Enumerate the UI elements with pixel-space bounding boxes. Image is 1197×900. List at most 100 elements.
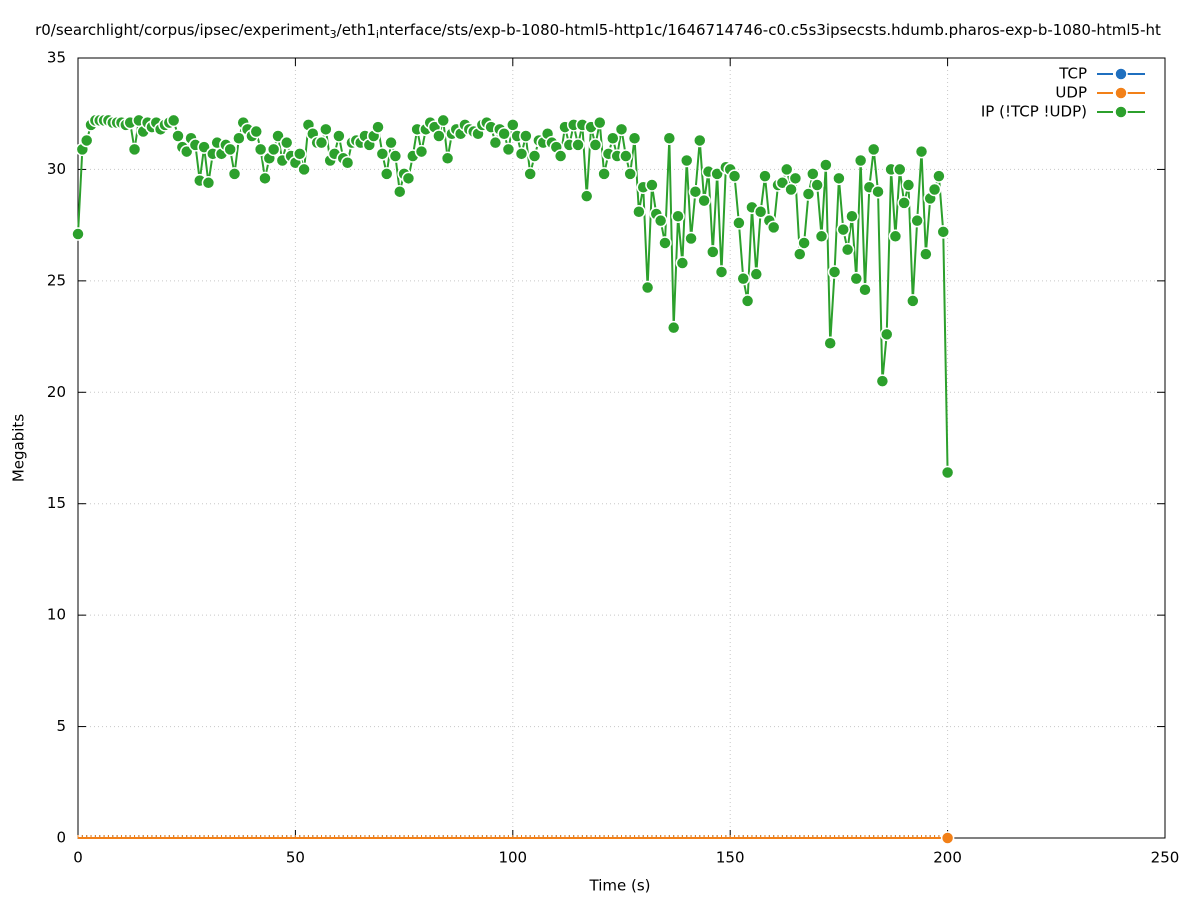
title-subscript: i <box>376 28 379 41</box>
data-point <box>832 171 846 186</box>
data-point <box>527 149 542 163</box>
data-point <box>879 327 894 342</box>
data-point <box>593 115 607 130</box>
data-point <box>801 187 816 201</box>
data-point <box>758 169 772 183</box>
data-point <box>384 135 398 150</box>
data-point <box>523 167 537 181</box>
data-point <box>640 280 655 295</box>
data-point <box>514 147 529 161</box>
data-point <box>753 205 768 219</box>
x-tick-label: 100 <box>498 849 527 867</box>
data-point <box>266 142 281 157</box>
data-point <box>897 196 911 210</box>
data-point <box>201 176 216 190</box>
data-point <box>297 162 311 177</box>
y-tick-label: 20 <box>47 383 66 401</box>
data-point <box>166 113 181 128</box>
data-point <box>249 124 264 139</box>
data-point <box>501 142 516 157</box>
data-point <box>497 127 511 141</box>
data-point <box>79 133 94 148</box>
data-point <box>279 135 294 150</box>
data-point <box>666 320 681 335</box>
data-point <box>936 225 951 239</box>
data-point <box>571 138 585 152</box>
y-tick-label: 35 <box>47 49 66 67</box>
data-point <box>793 247 807 261</box>
data-point <box>858 283 872 297</box>
data-point <box>414 144 429 159</box>
data-point <box>714 265 729 279</box>
legend-marker <box>1114 67 1128 81</box>
data-point <box>579 189 594 203</box>
data-point <box>740 294 755 308</box>
data-point <box>940 831 955 845</box>
data-point <box>836 222 850 237</box>
title-part: r0/searchlight/corpus/ipsec/experiment <box>35 21 330 39</box>
y-tick-label: 5 <box>56 717 66 735</box>
data-point <box>788 171 803 186</box>
data-point <box>171 129 185 143</box>
data-point <box>823 336 837 351</box>
data-point <box>432 129 446 143</box>
data-point <box>506 118 520 132</box>
x-tick-label: 250 <box>1151 849 1180 867</box>
data-point <box>319 122 333 137</box>
y-tick-label: 25 <box>47 271 66 289</box>
data-point <box>227 167 242 181</box>
data-point <box>732 216 746 230</box>
data-point <box>888 229 903 244</box>
data-point <box>749 267 764 281</box>
data-point <box>845 209 859 223</box>
data-point <box>379 167 394 181</box>
data-point <box>553 149 568 163</box>
y-tick-label: 15 <box>47 494 66 512</box>
data-point <box>371 120 385 134</box>
data-point <box>436 113 450 128</box>
data-point <box>727 169 742 183</box>
data-point <box>314 135 329 150</box>
data-point <box>662 131 677 145</box>
data-point <box>340 155 355 170</box>
data-point <box>779 162 794 177</box>
data-point <box>675 256 690 270</box>
title-subscript: 3 <box>330 28 337 41</box>
data-point <box>827 265 842 279</box>
data-point <box>710 167 724 181</box>
title-part: /eth1 <box>337 21 376 39</box>
data-point <box>253 142 268 157</box>
data-point <box>232 131 246 145</box>
data-point <box>127 142 142 157</box>
data-point <box>901 178 916 192</box>
data-point <box>906 294 920 308</box>
y-tick-label: 0 <box>56 829 66 847</box>
data-point <box>849 271 864 286</box>
data-point <box>271 129 285 143</box>
data-point <box>875 374 890 388</box>
data-point <box>819 158 833 172</box>
data-point <box>658 236 672 250</box>
data-point <box>588 138 603 152</box>
data-point <box>684 231 698 246</box>
data-point <box>627 131 642 145</box>
x-tick-label: 200 <box>933 849 962 867</box>
data-point <box>840 242 855 257</box>
data-point <box>632 205 646 219</box>
y-tick-label: 30 <box>47 160 66 178</box>
data-point <box>671 209 685 223</box>
data-point <box>179 144 194 159</box>
legend-label: IP (!TCP !UDP) <box>981 103 1087 121</box>
legend-label: TCP <box>1058 65 1087 83</box>
data-point <box>488 135 503 150</box>
title-part: nterface/sts/exp-b-1080-html5-http1c/164… <box>379 21 1161 39</box>
chart-title: r0/searchlight/corpus/ipsec/experiment3/… <box>35 21 1161 42</box>
data-point <box>693 133 707 148</box>
data-point <box>766 220 781 235</box>
x-tick-label: 0 <box>73 849 83 867</box>
data-point <box>736 271 750 286</box>
legend-marker <box>1114 105 1128 119</box>
data-point <box>223 142 237 157</box>
data-point <box>775 176 790 190</box>
data-point <box>814 229 829 244</box>
